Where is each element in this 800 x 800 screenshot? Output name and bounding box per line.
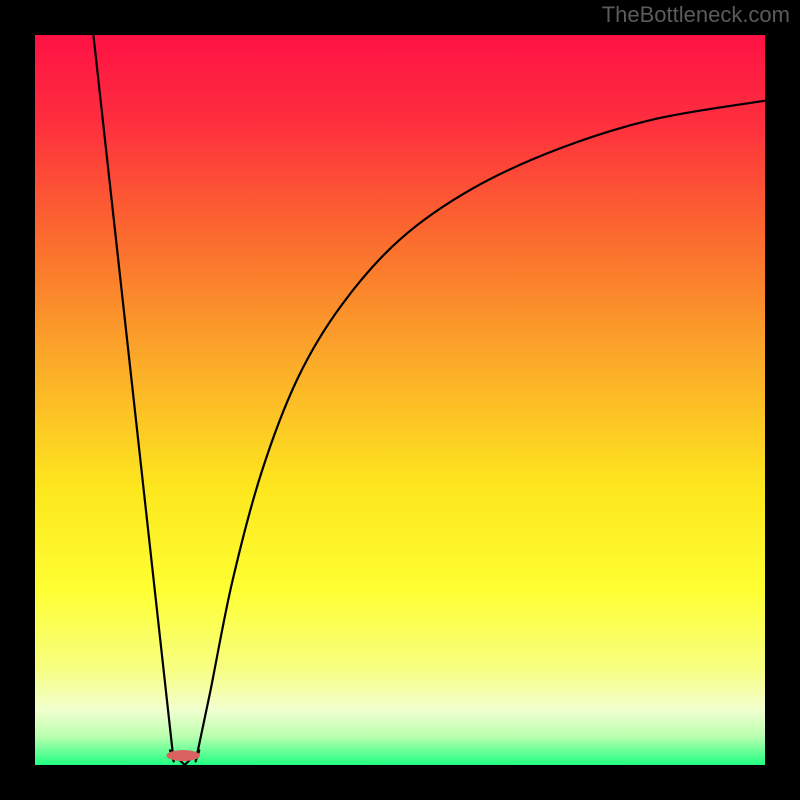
chart-svg — [0, 0, 800, 800]
optimum-marker — [166, 750, 200, 761]
bottleneck-chart: TheBottleneck.com — [0, 0, 800, 800]
plot-area — [35, 35, 765, 765]
